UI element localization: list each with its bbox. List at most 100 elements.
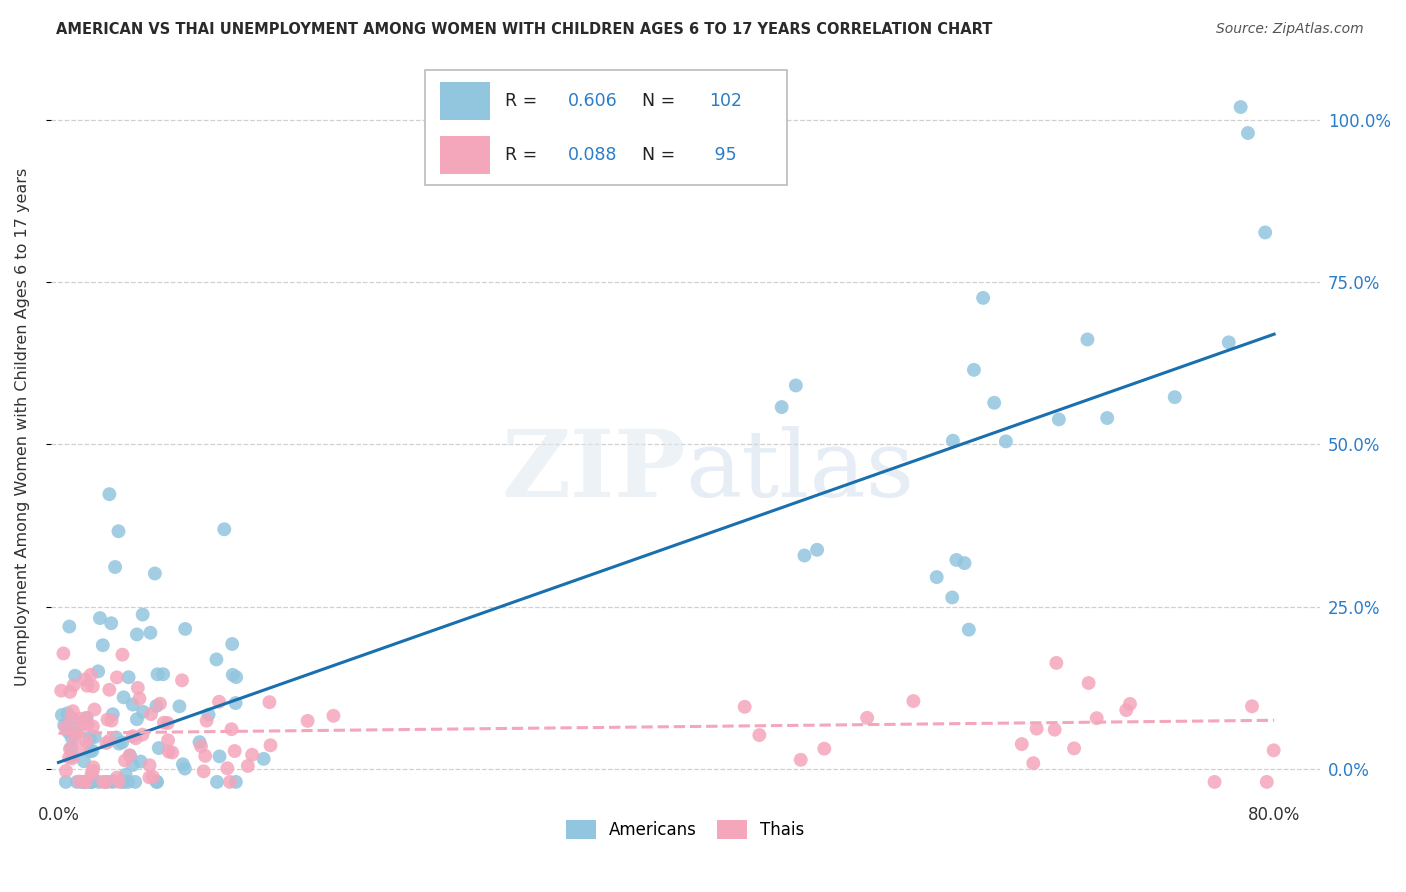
Point xyxy=(56,724,79,739)
Point xyxy=(56,706,79,721)
Point xyxy=(107,775,129,789)
Point xyxy=(208,695,231,709)
Point xyxy=(55,764,77,778)
Point xyxy=(1119,697,1142,711)
Point xyxy=(169,699,191,714)
Point xyxy=(143,566,166,581)
Point xyxy=(1204,775,1226,789)
Legend: Americans, Thais: Americans, Thais xyxy=(560,813,811,846)
Point xyxy=(55,720,77,734)
Point xyxy=(253,752,276,766)
Point xyxy=(83,702,105,716)
Point xyxy=(145,775,167,789)
Point xyxy=(785,378,807,392)
Point xyxy=(225,775,247,789)
Point xyxy=(1043,723,1066,737)
Point xyxy=(58,619,80,633)
Point xyxy=(62,678,84,692)
Point xyxy=(66,775,89,789)
Point xyxy=(770,400,793,414)
Point xyxy=(114,768,136,782)
Point xyxy=(224,744,246,758)
Point xyxy=(51,708,73,723)
Point xyxy=(76,711,98,725)
Point xyxy=(174,622,197,636)
Point xyxy=(1063,741,1085,756)
Point xyxy=(82,775,104,789)
Point xyxy=(55,775,77,789)
Point xyxy=(105,670,128,684)
Point xyxy=(89,611,111,625)
Point xyxy=(297,714,319,728)
Point xyxy=(77,775,100,789)
Point xyxy=(112,690,135,705)
Point xyxy=(127,681,149,695)
Point xyxy=(112,775,135,789)
Point xyxy=(146,667,169,681)
Point xyxy=(101,707,124,722)
Point xyxy=(953,556,976,570)
Point xyxy=(925,570,948,584)
Point xyxy=(60,730,83,744)
Point xyxy=(734,699,756,714)
Point xyxy=(111,735,134,749)
Point xyxy=(994,434,1017,449)
Point xyxy=(98,682,121,697)
Point xyxy=(813,741,835,756)
Point xyxy=(1011,737,1033,751)
Point xyxy=(105,731,128,745)
Point xyxy=(75,734,97,748)
Point xyxy=(142,770,165,784)
Point xyxy=(194,748,217,763)
Point xyxy=(121,729,143,743)
Point xyxy=(80,775,103,789)
Point xyxy=(70,740,93,755)
Point xyxy=(322,708,344,723)
Point xyxy=(52,647,75,661)
Point xyxy=(75,775,97,789)
Point xyxy=(138,771,160,785)
Point xyxy=(79,731,101,746)
Point xyxy=(957,623,980,637)
Point xyxy=(82,679,104,693)
Point xyxy=(75,775,97,789)
Point xyxy=(60,740,83,755)
Point xyxy=(80,668,103,682)
Point xyxy=(76,679,98,693)
Point xyxy=(62,713,84,727)
Point xyxy=(217,761,239,775)
Point xyxy=(111,775,134,789)
Point xyxy=(51,683,73,698)
Point xyxy=(75,775,97,789)
Point xyxy=(1164,390,1187,404)
Point xyxy=(96,713,118,727)
Point xyxy=(62,704,84,718)
Point xyxy=(195,714,218,728)
Point xyxy=(157,745,180,759)
Point xyxy=(79,744,101,758)
Point xyxy=(170,673,193,688)
Point xyxy=(903,694,925,708)
Point xyxy=(67,774,90,789)
Point xyxy=(60,749,83,764)
Point xyxy=(152,667,174,681)
Point xyxy=(197,707,219,722)
Point xyxy=(218,775,240,789)
Point xyxy=(259,695,281,709)
Point xyxy=(806,542,828,557)
Point xyxy=(75,711,97,725)
Point xyxy=(114,754,136,768)
Text: Source: ZipAtlas.com: Source: ZipAtlas.com xyxy=(1216,22,1364,37)
Point xyxy=(793,549,815,563)
Y-axis label: Unemployment Among Women with Children Ages 6 to 17 years: Unemployment Among Women with Children A… xyxy=(15,168,30,686)
Point xyxy=(139,625,162,640)
Point xyxy=(240,747,263,762)
Point xyxy=(972,291,994,305)
Point xyxy=(149,697,172,711)
Point xyxy=(236,759,259,773)
Point xyxy=(259,739,281,753)
Point xyxy=(941,591,963,605)
Point xyxy=(139,707,162,722)
Point xyxy=(125,712,148,726)
Point xyxy=(1254,226,1277,240)
